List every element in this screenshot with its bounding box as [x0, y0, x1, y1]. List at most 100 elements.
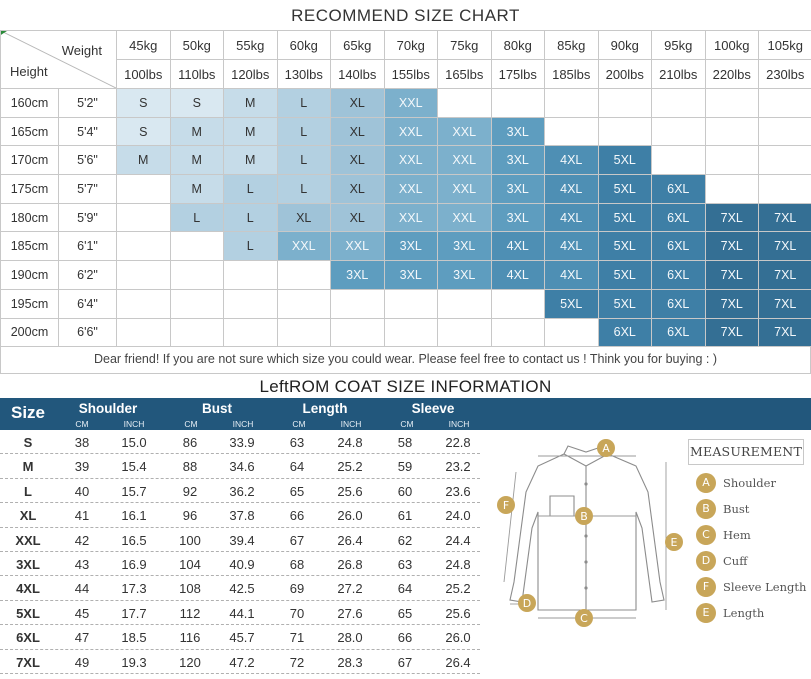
measurement-value: 43: [74, 556, 90, 572]
unit-header: CM: [400, 419, 414, 429]
measurement-value: 64: [289, 459, 305, 475]
size-recommendation-cell: 7XL: [758, 231, 811, 262]
measurement-value: 62: [397, 532, 413, 548]
legend-label: Sleeve Length: [723, 580, 807, 594]
size-recommendation-cell: L: [276, 116, 331, 147]
svg-text:B: B: [580, 510, 588, 523]
coat-info-title: LeftROM COAT SIZE INFORMATION: [259, 377, 552, 396]
empty-cell: [651, 145, 706, 176]
unit-header: CM: [184, 419, 198, 429]
empty-cell: [704, 174, 759, 204]
unit-header: INCH: [448, 419, 470, 429]
size-recommendation-cell: 5XL: [544, 288, 599, 319]
size-recommendation-cell: L: [276, 145, 331, 176]
measurement-value: 37.8: [229, 508, 255, 524]
size-recommendation-cell: 7XL: [758, 202, 811, 233]
measurement-value: 40.9: [229, 556, 255, 572]
coat-outline: [509, 445, 665, 611]
empty-cell: [544, 116, 599, 147]
weight-kg-header: 105kg: [758, 30, 811, 60]
empty-cell: [116, 231, 171, 262]
height-cm-cell: 165cm: [0, 116, 59, 147]
height-ft-cell: 6'1": [58, 231, 117, 262]
empty-cell: [223, 317, 278, 348]
size-recommendation-cell: 7XL: [704, 288, 759, 319]
measurement-value: 45: [74, 605, 90, 621]
empty-cell: [383, 317, 438, 348]
measurement-value: 27.2: [337, 581, 363, 597]
size-recommendation-cell: 3XL: [330, 260, 385, 290]
svg-text:A: A: [602, 442, 610, 455]
measurement-value: 42.5: [229, 581, 255, 597]
size-recommendation-cell: M: [223, 88, 278, 118]
measurement-value: 28.3: [337, 654, 363, 670]
empty-cell: [490, 288, 545, 319]
size-chart-title: RECOMMEND SIZE CHART: [291, 6, 520, 25]
size-chart-note: Dear friend! If you are not sure which s…: [0, 346, 811, 374]
empty-cell: [437, 88, 492, 118]
height-cm-cell: 175cm: [0, 174, 59, 204]
legend-label: Shoulder: [723, 476, 776, 490]
empty-cell: [758, 88, 811, 118]
measurement-value: 45.7: [229, 630, 255, 646]
measurement-value: 60: [397, 483, 413, 499]
size-recommendation-cell: 3XL: [490, 174, 545, 204]
size-recommendation-cell: 6XL: [651, 288, 706, 319]
marker-d-icon: D: [518, 594, 536, 612]
size-recommendation-cell: S: [116, 116, 171, 147]
measurement-value: 100: [179, 532, 201, 548]
size-recommendation-cell: XL: [276, 202, 331, 233]
measurement-value: 116: [179, 630, 201, 646]
marker-a-icon: A: [597, 439, 615, 457]
column-group-header: Bust: [202, 401, 232, 416]
empty-cell: [758, 145, 811, 176]
measurement-value: 24.0: [445, 508, 471, 524]
measurement-value: 92: [182, 483, 198, 499]
measurement-value: 27.6: [337, 605, 363, 621]
empty-cell: [330, 288, 385, 319]
empty-cell: [758, 174, 811, 204]
table-row: M 39 15.4 88 34.6 64 25.2 59 23.2: [0, 454, 480, 479]
size-recommendation-cell: XXL: [383, 116, 438, 147]
measurement-value: 104: [179, 556, 201, 572]
size-label: 7XL: [16, 654, 40, 670]
weight-lbs-header: 230lbs: [758, 59, 811, 89]
size-label: L: [24, 483, 32, 499]
measurement-value: 96: [182, 508, 198, 524]
size-recommendation-cell: 7XL: [758, 317, 811, 348]
diagonal-divider: [1, 31, 116, 88]
measurement-value: 47: [74, 630, 90, 646]
measurement-value: 71: [289, 630, 305, 646]
empty-cell: [116, 317, 171, 348]
empty-cell: [704, 145, 759, 176]
measurement-value: 108: [179, 581, 201, 597]
size-chart-row: 190cm 6'2" 3XL 3XL 3XL 4XL 4XL 5XL 6XL 7XL 7XL: [0, 260, 811, 290]
table-corner-cell: Weight Height: [0, 30, 117, 89]
empty-cell: [597, 88, 652, 118]
size-chart-row: 180cm 5'9" L L XL XL XXL XXL 3XL 4XL 5XL 6XL 7XL 7XL: [0, 202, 811, 233]
unit-header: INCH: [340, 419, 362, 429]
size-recommendation-cell: 7XL: [704, 202, 759, 233]
measurement-value: 34.6: [229, 459, 255, 475]
measurement-value: 17.3: [121, 581, 147, 597]
legend-marker-icon: F: [696, 577, 716, 597]
size-chart-row: 165cm 5'4" S M M L XL XXL XXL 3XL: [0, 116, 811, 147]
measurement-value: 68: [289, 556, 305, 572]
height-cm-cell: 170cm: [0, 145, 59, 176]
weight-axis-label: Weight: [61, 43, 102, 58]
measurement-value: 70: [289, 605, 305, 621]
size-recommendation-cell: M: [169, 145, 224, 176]
empty-cell: [276, 317, 331, 348]
size-recommendation-cell: L: [223, 202, 278, 233]
empty-cell: [758, 116, 811, 147]
column-group-header: Length: [302, 401, 348, 416]
table-row: XXL 42 16.5 100 39.4 67 26.4 62 24.4: [0, 528, 480, 552]
table-row: 3XL 43 16.9 104 40.9 68 26.8 63 24.8: [0, 552, 480, 577]
size-recommendation-cell: M: [169, 174, 224, 204]
measurement-value: 24.4: [445, 532, 471, 548]
size-recommendation-cell: 3XL: [383, 231, 438, 262]
weight-lbs-header: 100lbs: [116, 59, 171, 89]
weight-lbs-header: 140lbs: [330, 59, 385, 89]
size-chart-table: Weight Height 45kg 50kg 55kg 60kg 65kg 70kg 75…: [0, 30, 811, 348]
size-recommendation-cell: 3XL: [437, 231, 492, 262]
